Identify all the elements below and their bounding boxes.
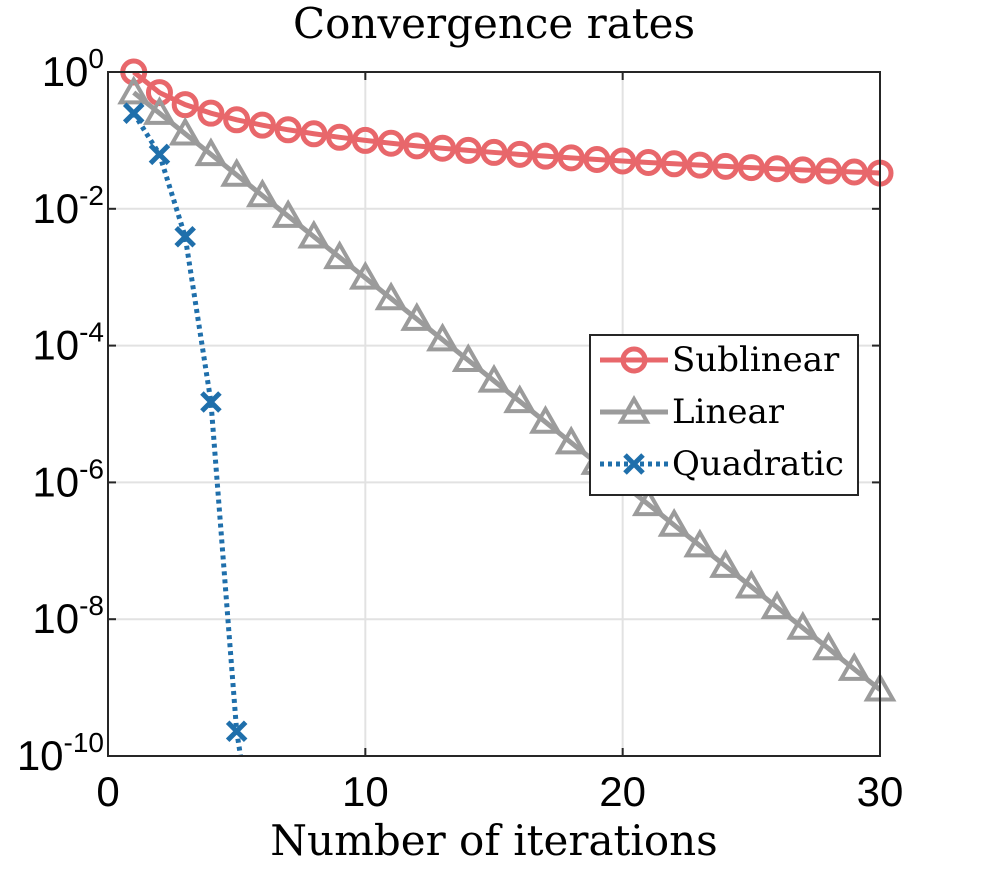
marker-sublinear [789, 156, 817, 184]
marker-sublinear [377, 129, 405, 157]
marker-linear [631, 487, 665, 517]
marker-sublinear [583, 145, 611, 173]
y-tick-label: 10-4 [32, 317, 104, 369]
x-tick-label: 10 [342, 768, 389, 815]
x-tick-label: 20 [599, 768, 646, 815]
marker-sublinear [686, 151, 714, 179]
marker-sublinear [197, 99, 225, 127]
marker-sublinear [223, 106, 251, 134]
marker-linear [837, 652, 871, 681]
marker-linear [734, 569, 768, 599]
x-tick-label: 0 [96, 768, 119, 815]
y-tick-label: 10-8 [32, 590, 104, 642]
marker-linear [348, 260, 382, 290]
marker-sublinear [403, 132, 431, 160]
marker-sublinear [763, 155, 791, 183]
legend-label-quadratic: Quadratic [672, 444, 844, 484]
legend-label-sublinear: Sublinear [672, 340, 840, 380]
marker-linear [271, 199, 305, 228]
marker-linear [477, 363, 511, 393]
marker-linear [812, 631, 845, 661]
marker-sublinear [300, 120, 328, 148]
marker-linear [117, 75, 151, 105]
y-tick-label: 10-2 [32, 180, 104, 232]
marker-linear [554, 425, 588, 455]
axes-frame [107, 71, 881, 757]
marker-linear [374, 281, 408, 311]
marker-sublinear [454, 136, 482, 164]
marker-sublinear [480, 138, 508, 166]
marker-sublinear [326, 123, 354, 151]
ticks: 0 10 20 30 100 10-2 10-4 10-6 10-8 10-10 [17, 43, 904, 815]
marker-quadratic [174, 226, 196, 248]
marker-quadratic [225, 720, 248, 743]
marker-sublinear [274, 116, 302, 144]
marker-linear [426, 322, 459, 352]
marker-linear [297, 219, 331, 249]
marker-linear [529, 405, 562, 434]
marker-quadratic [148, 143, 171, 166]
marker-linear [709, 549, 743, 578]
marker-linear [786, 610, 820, 640]
marker-sublinear [351, 126, 379, 154]
marker-sublinear [506, 140, 534, 168]
marker-quadratic [200, 391, 222, 413]
y-tick-label: 10-10 [17, 727, 104, 779]
legend: Sublinear Linear Quadratic [589, 334, 859, 496]
marker-linear [400, 302, 434, 331]
marker-linear [168, 116, 202, 146]
chart-title: Convergence rates [293, 0, 695, 48]
marker-linear [760, 590, 794, 620]
marker-sublinear [660, 150, 688, 178]
legend-marker-quadratic [623, 453, 645, 475]
marker-sublinear [429, 134, 457, 162]
y-tick-label: 100 [42, 43, 104, 95]
marker-linear [503, 384, 537, 414]
marker-sublinear [609, 147, 637, 175]
y-tick-label: 10-6 [32, 453, 104, 505]
legend-marker-linear [617, 394, 651, 424]
marker-quadratic [122, 102, 145, 124]
marker-sublinear [531, 142, 559, 170]
marker-sublinear [712, 152, 740, 180]
marker-sublinear [557, 144, 585, 172]
x-axis-label: Number of iterations [270, 816, 717, 865]
markers-layer [117, 58, 897, 743]
marker-linear [245, 178, 279, 208]
x-tick-label: 30 [857, 768, 904, 815]
marker-sublinear [171, 91, 199, 119]
marker-sublinear [248, 111, 276, 139]
marker-sublinear [737, 154, 765, 182]
legend-label-linear: Linear [672, 392, 785, 432]
marker-linear [657, 508, 691, 537]
marker-sublinear [634, 148, 662, 176]
marker-linear [451, 343, 485, 373]
marker-linear [143, 96, 176, 125]
marker-sublinear [815, 157, 843, 185]
marker-linear [683, 528, 717, 558]
legend-marker-sublinear [620, 346, 648, 374]
marker-linear [323, 240, 357, 270]
marker-linear [194, 137, 228, 167]
marker-linear [220, 157, 254, 187]
marker-sublinear [840, 158, 868, 186]
